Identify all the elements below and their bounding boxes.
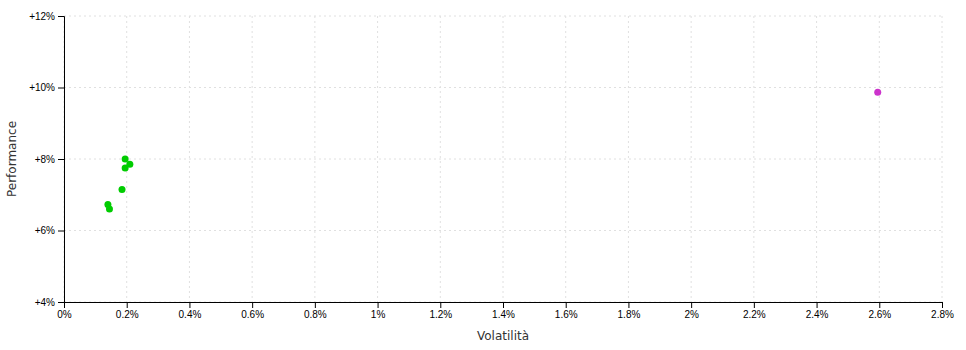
tick-label: +6% (35, 225, 55, 236)
grid-line (64, 16, 942, 17)
tick: 1.2% (429, 302, 452, 320)
tick: 0.2% (116, 302, 139, 320)
tick: 1% (371, 302, 386, 320)
tick-mark (58, 231, 64, 232)
tick: +8% (35, 154, 64, 165)
series (874, 89, 881, 96)
plot: 0% 0.2% 0.4% 0.6% 0.8% 1% 1.2% 1.4% 1.6% 1.8% 2% 2.… (29, 11, 954, 320)
tick-label: 1.4% (492, 309, 515, 320)
tick-label: 1.6% (555, 309, 578, 320)
points (104, 89, 881, 213)
tick-label: +4% (35, 297, 55, 308)
tick-mark (58, 302, 64, 303)
tick: 1.6% (555, 302, 578, 320)
point (122, 156, 129, 163)
tick-mark (252, 302, 253, 308)
tick-mark (817, 302, 818, 308)
tick-mark (58, 16, 64, 17)
tick-label: 2.8% (931, 309, 954, 320)
axis-line (65, 303, 943, 309)
tick-label: 0.2% (116, 309, 139, 320)
tick-mark (754, 302, 755, 308)
tick-label: 1% (371, 309, 386, 320)
tick-mark (315, 302, 316, 308)
point (874, 89, 881, 96)
tick-mark (378, 302, 379, 308)
grid-line (503, 16, 504, 302)
grid-line (64, 230, 942, 231)
tick-mark (127, 302, 128, 308)
grid-line (64, 159, 942, 160)
tick-label: 0.8% (304, 309, 327, 320)
x-axis-title: Volatilità (477, 329, 529, 343)
point (119, 186, 126, 193)
chart: 0% 0.2% 0.4% 0.6% 0.8% 1% 1.2% 1.4% 1.6% 1.8% 2% 2.… (0, 0, 966, 350)
tick-label: +12% (29, 11, 55, 22)
axis-line (58, 17, 65, 303)
tick: 2.8% (931, 302, 954, 320)
tick: 2.2% (743, 302, 766, 320)
tick: 2.4% (806, 302, 829, 320)
tick: 0.8% (304, 302, 327, 320)
grid (64, 16, 942, 302)
tick-mark (58, 88, 64, 89)
grid-line (628, 16, 629, 302)
tick: 1.8% (618, 302, 641, 320)
tick-mark (942, 302, 943, 308)
tick: 1.4% (492, 302, 515, 320)
grid-line (816, 16, 817, 302)
tick-label: 2% (684, 309, 699, 320)
tick: 2% (684, 302, 699, 320)
tick-label: +10% (29, 82, 55, 93)
tick-label: +8% (35, 154, 55, 165)
tick-label: 2.4% (806, 309, 829, 320)
tick-label: 1.8% (618, 309, 641, 320)
grid-line (252, 16, 253, 302)
tick-mark (691, 302, 692, 308)
tick: +12% (29, 11, 64, 22)
x-axis: 0% 0.2% 0.4% 0.6% 0.8% 1% 1.2% 1.4% 1.6% 1.8% 2% 2.… (57, 302, 954, 320)
grid-line (64, 87, 942, 88)
tick-label: 0.4% (179, 309, 202, 320)
tick-mark (440, 302, 441, 308)
tick-label: 2.6% (868, 309, 891, 320)
tick-mark (566, 302, 567, 308)
tick: 0.6% (241, 302, 264, 320)
y-axis: +4% +6% +8% +10% +12% (29, 11, 64, 308)
tick-label: 1.2% (429, 309, 452, 320)
y-axis-title: Performance (5, 121, 19, 197)
tick: +10% (29, 82, 64, 93)
tick-mark (58, 159, 64, 160)
point (122, 164, 129, 171)
tick: 0.4% (179, 302, 202, 320)
tick-mark (628, 302, 629, 308)
series (104, 156, 133, 213)
tick-label: 2.2% (743, 309, 766, 320)
tick: +6% (35, 225, 64, 236)
tick-mark (189, 302, 190, 308)
tick: 2.6% (868, 302, 891, 320)
grid-line (377, 16, 378, 302)
tick: 0% (57, 302, 72, 320)
point (106, 206, 113, 213)
tick-mark (879, 302, 880, 308)
tick-mark (503, 302, 504, 308)
tick-label: 0.6% (241, 309, 264, 320)
tick: +4% (35, 297, 64, 308)
tick-label: 0% (57, 309, 72, 320)
